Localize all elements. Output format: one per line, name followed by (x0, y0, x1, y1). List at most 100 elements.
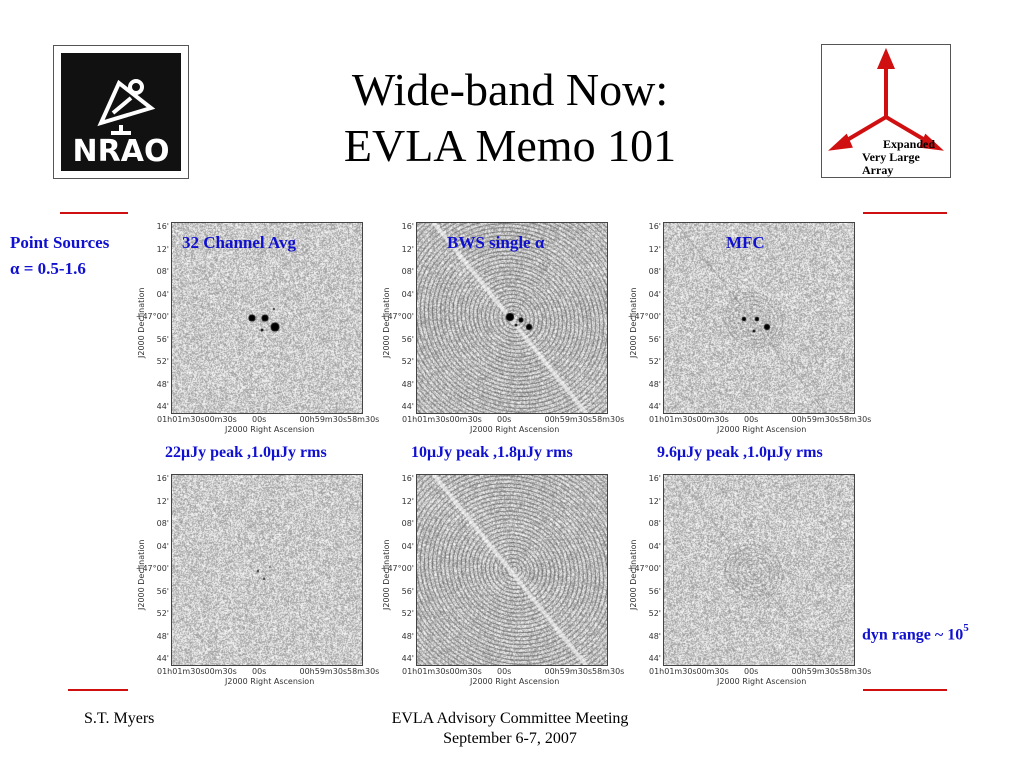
y-tick-label: 12' (401, 496, 414, 506)
y-axis-label: J2000 Declination (137, 539, 146, 610)
y-tick-label: 52' (648, 357, 661, 366)
image-panel-bws-bottom: 16' 12' 08' 04' +47°00' 56' 52' 48' 44' 01h01m30s… (380, 470, 624, 690)
nrao-logo-text: NRAO (73, 134, 170, 169)
x-tick-label: 00h59m30s (791, 415, 840, 424)
column-header-32-channel-avg: 32 Channel Avg (182, 233, 296, 252)
evla-logo-line1: Expanded (882, 137, 936, 151)
red-rule-top-right (863, 212, 947, 214)
y-tick-label: 48' (648, 379, 661, 389)
x-tick-label: 00s (744, 415, 759, 424)
y-tick-label: 56' (401, 586, 414, 596)
image-panel-bws-top: 16' 12' 08' 04' +47°00' 56' 52' 48' 44' 01h01m30s… (380, 218, 624, 438)
y-tick-label: 12' (648, 244, 661, 254)
x-tick-label: 58m30s (839, 667, 872, 676)
image-panel-mfc-top: 16' 12' 08' 04' +47°00' 56' 52' 48' 44' 01h01m30s… (627, 218, 871, 438)
image-panel-mfc-bottom: 16' 12' 08' 04' +47°00' 56' 52' 48' 44' 01h01m30s… (627, 470, 871, 690)
x-axis-label: J2000 Right Ascension (470, 425, 560, 434)
y-tick-label: 52' (401, 609, 414, 618)
x-tick-label: 00h59m30s (791, 667, 840, 676)
x-tick-label: 00m30s (696, 415, 729, 424)
red-rule-bottom-left (68, 689, 128, 691)
x-tick-label: 01h01m30s (402, 667, 450, 676)
y-tick-label: 56' (156, 586, 169, 596)
y-tick-label: 04' (156, 541, 169, 551)
y-tick-label: 56' (648, 586, 661, 596)
x-tick-label: 58m30s (347, 667, 380, 676)
x-axis-label: J2000 Right Ascension (225, 677, 315, 686)
footer-meeting: EVLA Advisory Committee Meeting Septembe… (330, 709, 690, 749)
x-axis-label: J2000 Right Ascension (717, 425, 807, 434)
stats-mfc: 9.6μJy peak ,1.0μJy rms (657, 444, 823, 461)
dynamic-range-exponent: 5 (963, 622, 969, 634)
y-tick-label: 04' (401, 541, 414, 551)
y-tick-label: 08' (156, 267, 169, 276)
y-tick-label: 04' (401, 289, 414, 299)
x-axis-label: J2000 Right Ascension (225, 425, 315, 434)
x-tick-label: 00h59m30s (299, 667, 348, 676)
y-tick-label: 44' (156, 654, 169, 663)
radio-image-canvas (664, 223, 854, 413)
y-tick-label: 52' (156, 609, 169, 618)
footer-meeting-line1: EVLA Advisory Committee Meeting (391, 710, 629, 727)
y-tick-label: +47°00' (380, 564, 414, 573)
y-tick-label: 48' (156, 631, 169, 641)
y-tick-label: 52' (401, 357, 414, 366)
y-tick-label: 44' (648, 402, 661, 411)
x-tick-label: 00s (252, 415, 267, 424)
y-axis-label: J2000 Declination (137, 287, 146, 358)
x-tick-label: 00m30s (696, 667, 729, 676)
column-header-bws-single: BWS single α (447, 233, 545, 252)
y-tick-label: 16' (401, 222, 414, 231)
y-tick-label: 56' (648, 334, 661, 344)
y-array-icon (828, 47, 944, 151)
title-line-2: EVLA Memo 101 (343, 120, 677, 171)
x-tick-label: 00h59m30s (544, 415, 593, 424)
evla-logo: Expanded Very Large Array (821, 44, 951, 178)
y-tick-label: 12' (156, 244, 169, 254)
radio-image (416, 222, 608, 414)
x-tick-label: 58m30s (347, 415, 380, 424)
x-tick-label: 00m30s (449, 415, 482, 424)
alpha-range-label: α = 0.5-1.6 (10, 259, 86, 278)
x-tick-label: 00h59m30s (544, 667, 593, 676)
y-tick-label: 08' (648, 267, 661, 276)
y-tick-label: +47°00' (135, 312, 169, 321)
radio-image-canvas (417, 475, 607, 665)
y-axis-label: J2000 Declination (629, 287, 638, 358)
y-tick-label: 48' (156, 379, 169, 389)
y-tick-label: 16' (648, 474, 661, 483)
y-tick-label: 08' (156, 519, 169, 528)
slide-title: Wide-band Now: EVLA Memo 101 (280, 62, 740, 174)
red-rule-top-left (60, 212, 128, 214)
y-tick-label: 16' (401, 474, 414, 483)
column-header-mfc: MFC (726, 233, 765, 252)
radio-image-canvas (664, 475, 854, 665)
x-tick-label: 01h01m30s (649, 415, 697, 424)
y-tick-label: 16' (156, 222, 169, 231)
radio-image (171, 222, 363, 414)
dynamic-range-label: dyn range ~ 105 (862, 622, 969, 644)
radio-image-canvas (172, 223, 362, 413)
y-tick-label: 56' (156, 334, 169, 344)
evla-logo-text: Expanded Very Large Array (862, 138, 950, 177)
y-tick-label: 12' (401, 244, 414, 254)
nrao-logo: NRAO (53, 45, 189, 179)
y-tick-label: 16' (648, 222, 661, 231)
y-tick-label: +47°00' (135, 564, 169, 573)
y-tick-label: 44' (401, 654, 414, 663)
x-tick-label: 00s (744, 667, 759, 676)
y-tick-label: 52' (648, 609, 661, 618)
y-tick-label: 44' (401, 402, 414, 411)
evla-logo-line2: Very Large Array (862, 150, 920, 177)
y-tick-label: 12' (648, 496, 661, 506)
stats-bws-single: 10μJy peak ,1.8μJy rms (411, 444, 573, 461)
radio-image-canvas (172, 475, 362, 665)
y-tick-label: 48' (401, 631, 414, 641)
y-tick-label: 08' (401, 519, 414, 528)
title-line-1: Wide-band Now: (351, 64, 669, 115)
red-rule-bottom-right (863, 689, 947, 691)
footer-author: S.T. Myers (84, 710, 155, 727)
x-tick-label: 00h59m30s (299, 415, 348, 424)
y-axis-label: J2000 Declination (382, 287, 391, 358)
x-axis-label: J2000 Right Ascension (470, 677, 560, 686)
